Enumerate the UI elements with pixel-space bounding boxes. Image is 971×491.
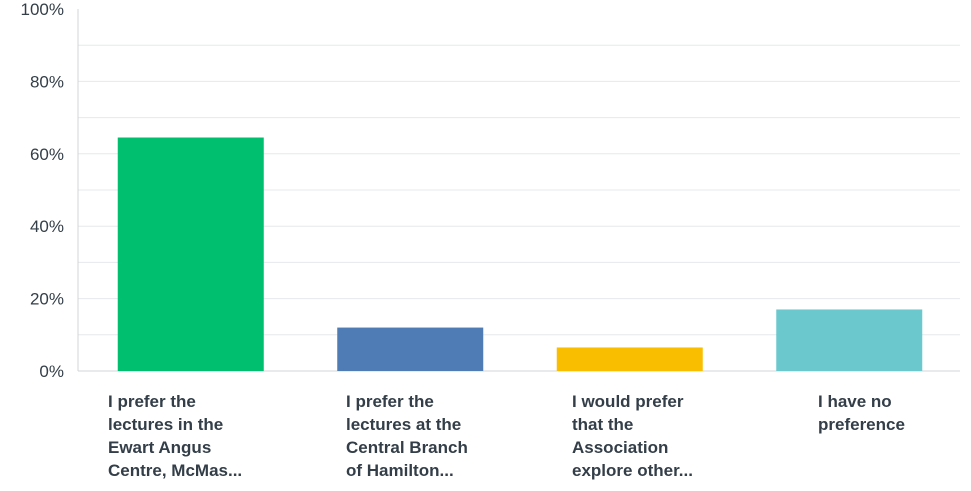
category-label-0: I prefer the lectures in the Ewart Angus… [108, 392, 243, 480]
y-tick-label: 60% [30, 145, 64, 164]
bar-1 [337, 327, 484, 371]
y-tick-label: 80% [30, 72, 64, 91]
bars [117, 137, 923, 371]
bar-0 [117, 137, 264, 371]
bar-2 [556, 347, 703, 371]
y-tick-label: 0% [39, 362, 64, 381]
category-label-3: I have no preference [818, 392, 905, 434]
category-label-1: I prefer the lectures at the Central Bra… [346, 392, 468, 480]
category-label-2: I would prefer that the Association expl… [572, 392, 693, 480]
y-tick-label: 20% [30, 290, 64, 309]
y-tick-label: 40% [30, 217, 64, 236]
y-axis-ticks: 0% 20% 40% 60% 80% 100% [21, 0, 64, 381]
bar-3 [776, 309, 923, 371]
y-tick-label: 100% [21, 0, 64, 19]
